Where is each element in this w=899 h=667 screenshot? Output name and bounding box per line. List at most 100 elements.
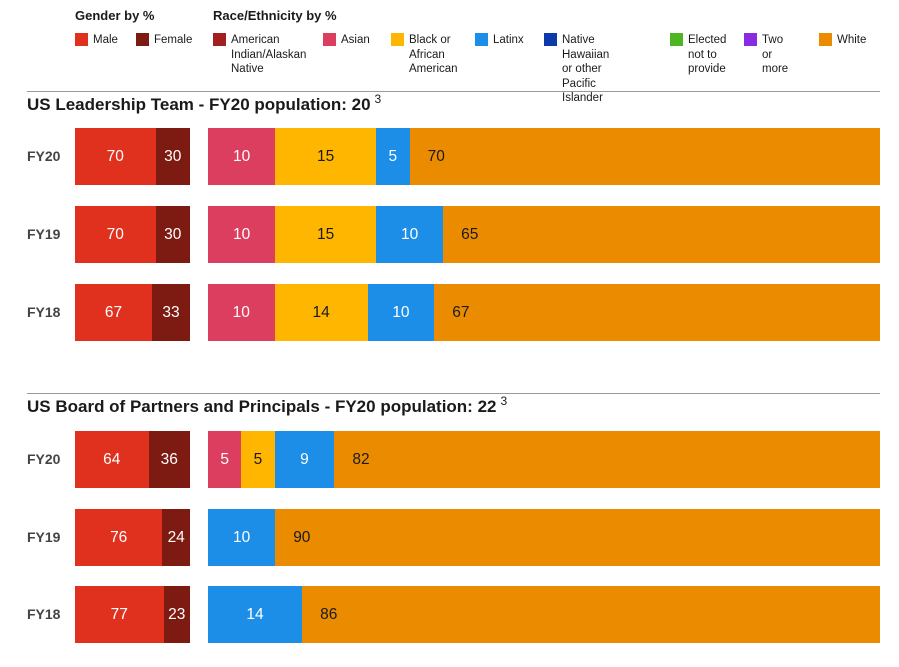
row-label-fy18: FY18 xyxy=(27,304,61,320)
race-bar: 10 15 10 65 xyxy=(208,206,880,263)
legend-item-white: White xyxy=(819,33,866,48)
row-label-fy20: FY20 xyxy=(27,451,61,467)
gender-segment-male: 64 xyxy=(75,431,149,488)
legend-item-female: Female xyxy=(136,33,192,48)
legend-item-two: Two or more xyxy=(744,33,788,77)
legend-swatch-two xyxy=(744,33,757,46)
race-segment-white: 86 xyxy=(302,586,880,643)
gender-segment-male: 76 xyxy=(75,509,163,566)
gender-legend-title: Gender by % xyxy=(75,8,155,23)
segment-value-label: 10 xyxy=(232,225,251,243)
gender-bar: 67 33 xyxy=(75,284,190,341)
legend-swatch-latinx xyxy=(475,33,488,46)
legend-label-female: Female xyxy=(154,34,193,46)
section-title-text: US Leadership Team - FY20 population: 20 xyxy=(27,95,371,114)
race-segment-white: 82 xyxy=(334,431,880,488)
segment-value-label: 14 xyxy=(312,303,330,321)
segment-value-label: 5 xyxy=(388,147,398,165)
gender-bar: 70 30 xyxy=(75,128,190,185)
legend-item-nhpi: Native Hawaiian or other Pacific Islande… xyxy=(544,33,609,106)
legend-label-two: Two or more xyxy=(762,34,789,75)
gender-segment-male: 67 xyxy=(75,284,153,341)
row-label-fy19: FY19 xyxy=(27,529,61,545)
gender-segment-male: 70 xyxy=(75,128,156,185)
segment-value-label: 9 xyxy=(300,450,309,468)
race-segment-white: 67 xyxy=(434,284,880,341)
legend-label-white: White xyxy=(837,34,867,46)
legend-swatch-male xyxy=(75,33,88,46)
race-bar: 14 86 xyxy=(208,586,880,643)
legend-swatch-asian xyxy=(323,33,336,46)
gender-bar: 70 30 xyxy=(75,206,190,263)
row-label-fy19: FY19 xyxy=(27,226,61,242)
legend-swatch-black xyxy=(391,33,404,46)
legend-label-asian: Asian xyxy=(341,34,370,46)
legend-item-aian: American Indian/Alaskan Native xyxy=(213,33,306,77)
gender-segment-female: 23 xyxy=(163,586,190,643)
gender-legend-items: Male Female xyxy=(75,33,192,83)
segment-value-label: 10 xyxy=(392,303,410,321)
race-segment-black: 5 xyxy=(241,431,275,488)
race-segment-latinx: 9 xyxy=(274,431,335,488)
race-bar: 10 90 xyxy=(208,509,880,566)
race-segment-white: 65 xyxy=(443,206,880,263)
legend-item-latinx: Latinx xyxy=(475,33,524,48)
race-segment-white: 70 xyxy=(409,128,880,185)
gender-segment-female: 33 xyxy=(152,284,190,341)
row-label-fy18: FY18 xyxy=(27,606,61,622)
segment-value-label: 82 xyxy=(352,450,370,468)
race-segment-asian: 10 xyxy=(208,128,276,185)
footnote-marker: 3 xyxy=(500,394,508,408)
legend-swatch-nhpi xyxy=(544,33,557,46)
race-segment-asian: 5 xyxy=(208,431,242,488)
legend-label-nhpi: Native Hawaiian or other Pacific Islande… xyxy=(562,34,610,104)
legend-item-elected: Elected not to provide xyxy=(670,33,726,77)
race-segment-black: 15 xyxy=(275,206,376,263)
segment-value-label: 10 xyxy=(232,147,251,165)
row-label-fy20: FY20 xyxy=(27,148,61,164)
legend-label-male: Male xyxy=(93,34,118,46)
segment-value-label: 5 xyxy=(253,450,263,468)
section-title-board: US Board of Partners and Principals - FY… xyxy=(27,394,508,417)
gender-segment-male: 70 xyxy=(75,206,156,263)
gender-legend: Gender by % Male Female xyxy=(75,8,192,83)
race-segment-latinx: 5 xyxy=(375,128,410,185)
segment-value-label: 10 xyxy=(232,528,251,546)
legend-item-male: Male xyxy=(75,33,118,48)
race-legend-title: Race/Ethnicity by % xyxy=(213,8,337,23)
section-divider xyxy=(27,393,880,394)
segment-value-label: 70 xyxy=(427,147,445,165)
gender-segment-female: 30 xyxy=(155,206,190,263)
legend-label-elected: Elected not to provide xyxy=(688,34,727,75)
race-segment-black: 15 xyxy=(275,128,376,185)
legend-swatch-white xyxy=(819,33,832,46)
race-segment-white: 90 xyxy=(275,509,880,566)
section-title-text: US Board of Partners and Principals - FY… xyxy=(27,397,497,416)
segment-value-label: 15 xyxy=(316,225,335,243)
race-legend: Race/Ethnicity by % American Indian/Alas… xyxy=(213,8,866,104)
segment-value-label: 14 xyxy=(246,605,264,623)
segment-value-label: 10 xyxy=(232,303,250,321)
legend-item-asian: Asian xyxy=(323,33,370,48)
race-segment-latinx: 14 xyxy=(208,586,303,643)
legend-swatch-female xyxy=(136,33,149,46)
race-bar: 5 5 9 82 xyxy=(208,431,880,488)
race-bar: 10 14 10 67 xyxy=(208,284,880,341)
legend-label-latinx: Latinx xyxy=(493,34,524,46)
race-legend-items: American Indian/Alaskan Native Asian Black… xyxy=(213,33,866,104)
section-divider xyxy=(27,91,880,92)
gender-segment-female: 24 xyxy=(162,509,190,566)
footnote-marker: 3 xyxy=(374,92,382,106)
segment-value-label: 86 xyxy=(320,605,338,623)
race-bar: 10 15 5 70 xyxy=(208,128,880,185)
race-segment-black: 14 xyxy=(274,284,368,341)
section-title-leadership: US Leadership Team - FY20 population: 20… xyxy=(27,92,382,115)
segment-value-label: 10 xyxy=(400,225,419,243)
legend-item-black: Black or African American xyxy=(391,33,458,77)
race-segment-latinx: 10 xyxy=(208,509,276,566)
race-segment-asian: 10 xyxy=(208,206,276,263)
segment-value-label: 5 xyxy=(220,450,229,468)
race-segment-asian: 10 xyxy=(208,284,275,341)
gender-segment-male: 77 xyxy=(75,586,164,643)
segment-value-label: 15 xyxy=(316,147,335,165)
